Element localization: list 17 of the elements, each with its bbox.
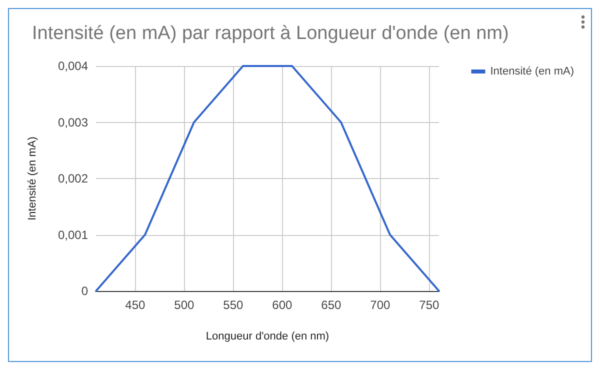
x-tick-label: 600 [272,298,293,312]
y-axis-title: Intensité (en mA) [26,136,38,220]
x-tick-label: 750 [419,298,440,312]
x-tick-label: 500 [174,298,195,312]
x-tick-label: 550 [223,298,244,312]
y-tick-label: 0,001 [58,228,88,242]
x-tick-label: 650 [321,298,342,312]
chart-title: Intensité (en mA) par rapport à Longueur d'onde (en nm) [32,23,509,44]
legend-label: Intensité (en mA) [490,66,574,78]
y-tick-label: 0,002 [58,172,88,186]
x-tick-label: 700 [370,298,391,312]
y-tick-label: 0 [81,284,88,298]
x-axis-title: Longueur d'onde (en nm) [206,330,330,342]
y-tick-label: 0,003 [58,115,88,130]
line-series [95,65,440,292]
y-tick-label: 0,004 [58,59,88,73]
x-tick-label: 450 [125,298,146,312]
